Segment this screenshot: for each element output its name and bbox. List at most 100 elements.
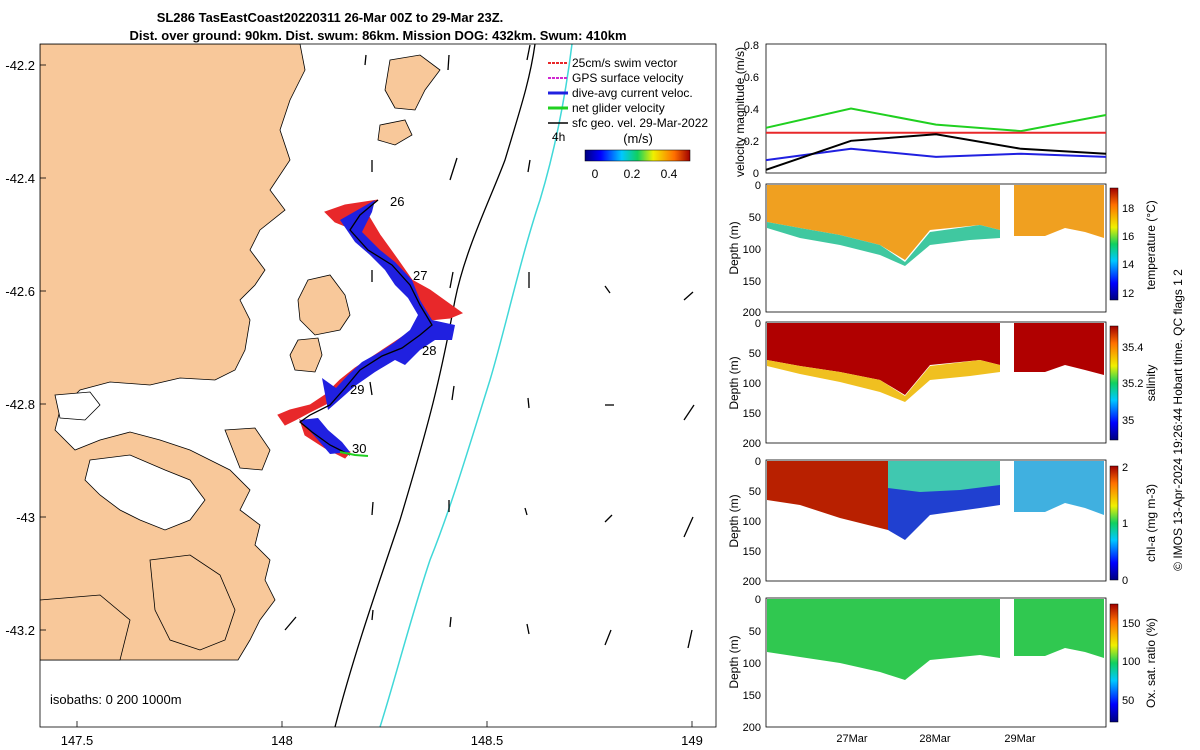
velocity-arrow	[604, 285, 611, 294]
salinity-panel: 0 50 100 150 200 Depth (m) 35.4 35.2 35 …	[727, 318, 1158, 450]
velocity-arrow	[527, 159, 531, 173]
land-southwest	[40, 594, 131, 661]
velocity-arrow	[447, 54, 450, 71]
depth-tick-label: 150	[743, 546, 761, 558]
velocity-arrow	[371, 501, 374, 516]
velocity-arrow	[371, 609, 374, 621]
depth-axis-label: Depth (m)	[727, 221, 741, 274]
legend-label-net-glider: net glider velocity	[572, 101, 665, 115]
figure-title-line1: SL286 TasEastCoast20220311 26-Mar 00Z to…	[157, 10, 504, 25]
oxygen-section-fill	[767, 599, 1000, 680]
map-y-tick-label: -43.2	[5, 623, 35, 638]
dive-avg-current-band	[322, 200, 455, 410]
temperature-colorbar-label: temperature (°C)	[1144, 200, 1158, 290]
dive-avg-current-band-south	[300, 418, 350, 454]
track-day-label: 26	[390, 194, 404, 209]
temperature-colorbar-tick: 18	[1122, 203, 1134, 215]
chla-colorbar-label: chl-a (mg m-3)	[1144, 484, 1158, 562]
imos-credit: © IMOS 13-Apr-2024 19:26:44 Hobart time.…	[1171, 269, 1185, 571]
legend-label-sfc-geo: sfc geo. vel. 29-Mar-2022	[572, 116, 708, 130]
depth-tick-label: 100	[743, 244, 761, 256]
time-axis-tick-label: 27Mar	[836, 733, 868, 745]
velocity-tick-label: 0.8	[744, 40, 759, 52]
speed-colorbar	[584, 149, 691, 162]
depth-tick-label: 0	[755, 180, 761, 192]
velocity-arrow	[526, 44, 531, 61]
map-y-ticks	[40, 64, 46, 631]
oxygen-colorbar-label: Ox. sat. ratio (%)	[1144, 618, 1158, 708]
land-bay	[84, 454, 206, 531]
salinity-colorbar-tick: 35.2	[1122, 378, 1143, 390]
salinity-colorbar-tick: 35.4	[1122, 342, 1143, 354]
land-maria-south	[289, 337, 323, 373]
chla-colorbar-tick: 2	[1122, 462, 1128, 474]
velocity-arrow	[526, 623, 530, 635]
temperature-colorbar-tick: 14	[1122, 259, 1134, 271]
velocity-y-label: velocity magnitude (m/s)	[733, 47, 747, 177]
land-island-north	[384, 54, 441, 111]
chla-panel: 0 50 100 150 200 Depth (m) 2 1 0 chl-a (…	[727, 456, 1158, 588]
land-island-2	[377, 119, 413, 146]
depth-axis-label: Depth (m)	[727, 494, 741, 547]
speed-colorbar-tick: 0	[592, 167, 599, 181]
isobath-1000m	[379, 43, 573, 728]
track-day-label: 29	[350, 382, 364, 397]
depth-tick-label: 200	[743, 722, 761, 734]
chla-colorbar-tick: 1	[1122, 518, 1128, 530]
depth-tick-label: 0	[755, 318, 761, 330]
velocity-tick-label: 0.4	[744, 104, 759, 116]
velocity-arrow	[524, 507, 528, 516]
chla-colorbar	[1109, 465, 1119, 581]
velocity-arrow	[284, 616, 297, 631]
oxygen-colorbar-tick: 150	[1122, 618, 1140, 630]
surface-velocity-arrows	[284, 44, 695, 649]
track-day-label: 30	[352, 441, 366, 456]
depth-tick-label: 0	[755, 456, 761, 468]
velocity-arrow	[683, 404, 695, 421]
salinity-colorbar	[1109, 325, 1119, 441]
velocity-series-line	[765, 133, 1107, 171]
depth-tick-label: 50	[749, 212, 761, 224]
oxygen-section-fill-right	[1014, 599, 1104, 658]
salinity-colorbar-tick: 35	[1122, 415, 1134, 427]
velocity-series-group	[765, 107, 1107, 171]
chla-section-right	[1014, 461, 1104, 515]
temperature-colorbar-tick: 16	[1122, 231, 1134, 243]
map-y-tick-label: -43	[16, 510, 35, 525]
velocity-arrow	[449, 157, 458, 181]
chla-section-high	[767, 461, 888, 530]
oxygen-colorbar	[1109, 603, 1119, 723]
track-day-label: 28	[422, 343, 436, 358]
map-x-tick-label: 148.5	[471, 733, 504, 748]
isobath-label: isobaths: 0 200 1000m	[50, 692, 182, 707]
temperature-section-fill	[767, 185, 1000, 260]
figure-title-line2: Dist. over ground: 90km. Dist. swum: 86k…	[129, 28, 626, 43]
temperature-colorbar-tick: 12	[1122, 288, 1134, 300]
velocity-arrow	[527, 397, 530, 409]
map-x-tick-label: 147.5	[61, 733, 94, 748]
velocity-arrow	[449, 271, 454, 289]
velocity-arrow	[683, 291, 694, 301]
time-axis-tick-label: 29Mar	[1004, 733, 1036, 745]
time-axis-tick-label: 28Mar	[919, 733, 951, 745]
net-glider-track-end	[339, 451, 369, 457]
velocity-arrow	[683, 516, 694, 538]
oxygen-colorbar-tick: 100	[1122, 656, 1140, 668]
map-x-ticks	[76, 721, 693, 727]
map-y-tick-label: -42.2	[5, 58, 35, 73]
map-axes-frame	[39, 43, 717, 728]
depth-tick-label: 50	[749, 486, 761, 498]
legend-label-gps-velocity: GPS surface velocity	[572, 71, 683, 85]
legend-label-dive-avg: dive-avg current veloc.	[572, 86, 693, 100]
land-south	[149, 554, 236, 651]
depth-tick-label: 200	[743, 438, 761, 450]
map-legend: 25cm/s swim vector GPS surface velocity …	[548, 56, 708, 181]
depth-tick-label: 150	[743, 408, 761, 420]
chla-section-surface	[888, 461, 1000, 492]
chla-colorbar-tick: 0	[1122, 575, 1128, 587]
temperature-panel: 0 50 100 150 200 Depth (m) 18 16 14 12 t…	[727, 180, 1158, 319]
velocity-arrow	[451, 385, 455, 401]
depth-tick-label: 0	[755, 594, 761, 606]
velocity-tick-label: 0.2	[744, 136, 759, 148]
temperature-colorbar	[1109, 187, 1119, 301]
